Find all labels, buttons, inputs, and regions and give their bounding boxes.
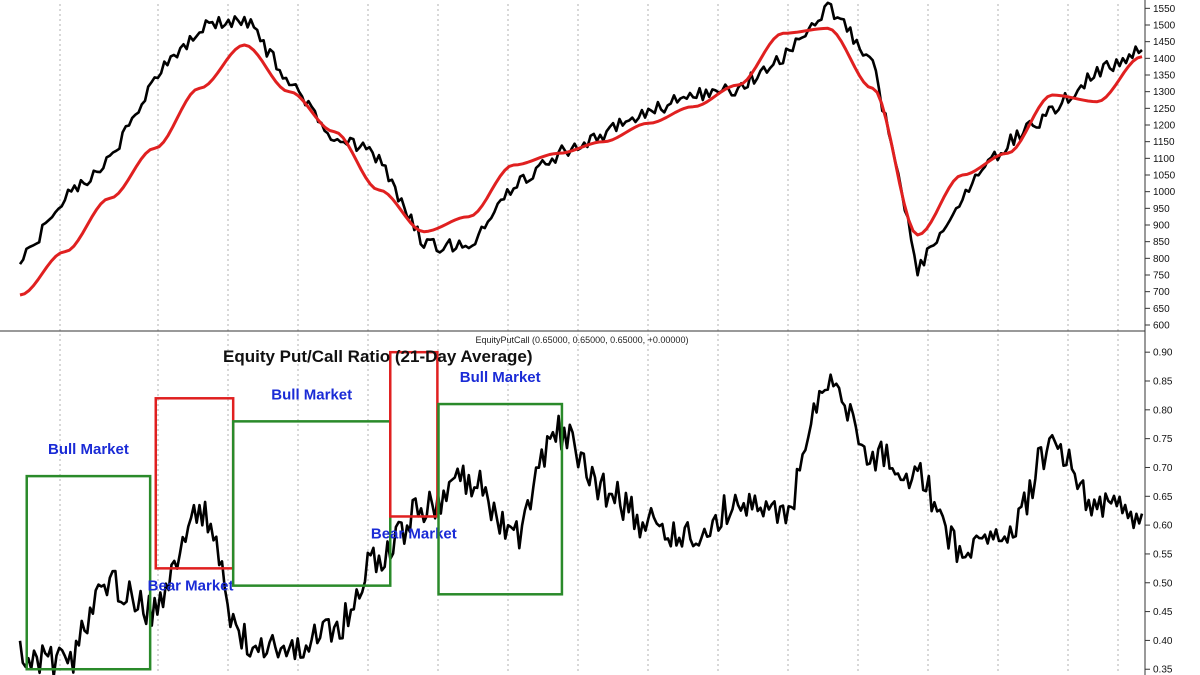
chart-title: Equity Put/Call Ratio (21-Day Average) [223, 347, 533, 366]
bottom-y-tick-label: 0.90 [1153, 348, 1173, 359]
bottom-y-tick-label: 0.65 [1153, 492, 1173, 503]
top-y-tick-label: 1450 [1153, 37, 1176, 48]
regime-box [437, 402, 564, 596]
regime-box [25, 474, 152, 671]
top-y-tick-label: 1100 [1153, 154, 1175, 165]
top-y-tick-label: 1000 [1153, 187, 1176, 198]
top-y-tick-label: 700 [1153, 287, 1170, 298]
top-y-tick-label: 900 [1153, 221, 1170, 232]
bottom-y-tick-label: 0.70 [1153, 463, 1173, 474]
top-y-tick-label: 1300 [1153, 87, 1176, 98]
top-y-tick-label: 750 [1153, 271, 1170, 282]
bottom-y-tick-label: 0.45 [1153, 607, 1173, 618]
bottom-y-tick-label: 0.50 [1153, 578, 1173, 589]
bottom-y-tick-label: 0.55 [1153, 549, 1173, 560]
regime-label: Bull Market [271, 386, 352, 403]
top-y-tick-label: 1050 [1153, 171, 1176, 182]
regime-label: Bear Market [371, 525, 457, 542]
moving-average-line [19, 26, 1143, 297]
top-y-tick-label: 600 [1153, 321, 1170, 332]
top-y-tick-label: 1550 [1153, 4, 1176, 15]
top-y-tick-label: 950 [1153, 204, 1170, 215]
regime-label: Bear Market [148, 577, 234, 594]
put-call-ratio-line [18, 373, 1144, 675]
top-y-tick-label: 1200 [1153, 121, 1176, 132]
bottom-y-tick-label: 0.35 [1153, 665, 1173, 675]
price-series-line [18, 1, 1143, 277]
top-y-tick-label: 1350 [1153, 71, 1176, 82]
top-y-tick-label: 1250 [1153, 104, 1176, 115]
bottom-y-tick-label: 0.75 [1153, 434, 1173, 445]
top-y-tick-label: 1400 [1153, 54, 1176, 65]
top-y-tick-label: 650 [1153, 304, 1170, 315]
top-y-tick-label: 1500 [1153, 21, 1176, 32]
top-y-tick-label: 1150 [1153, 137, 1175, 148]
regime-box [154, 397, 235, 570]
indicator-header: EquityPutCall (0.65000, 0.65000, 0.65000… [476, 335, 689, 345]
bottom-y-tick-label: 0.80 [1153, 405, 1173, 416]
bottom-y-tick-label: 0.60 [1153, 521, 1173, 532]
bottom-y-tick-label: 0.85 [1153, 377, 1173, 388]
regime-label: Bull Market [48, 441, 129, 458]
regime-label: Bull Market [460, 369, 541, 386]
top-y-tick-label: 850 [1153, 237, 1170, 248]
bottom-y-tick-label: 0.40 [1153, 636, 1173, 647]
top-y-tick-label: 800 [1153, 254, 1170, 265]
